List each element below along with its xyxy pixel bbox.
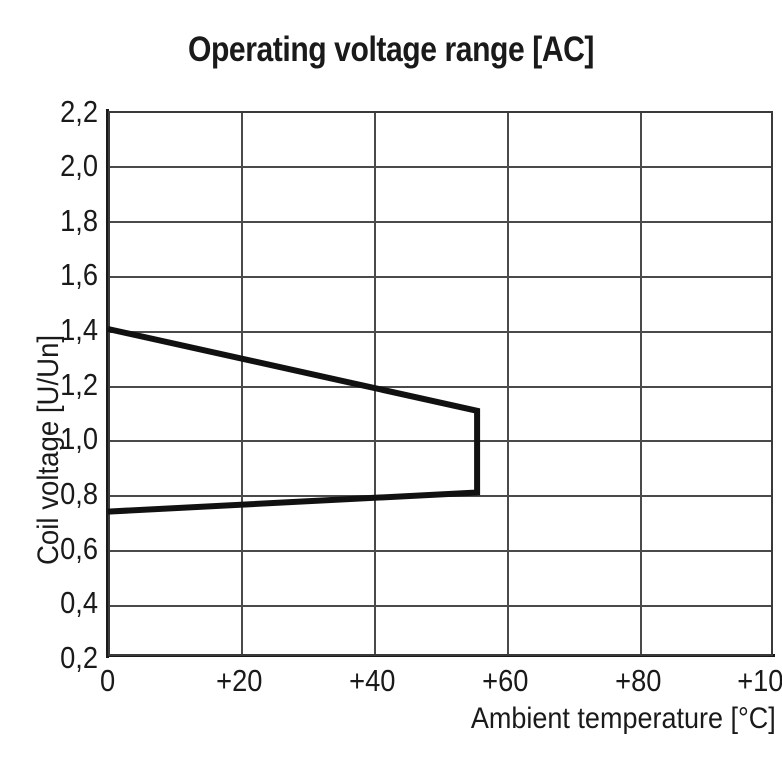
y-tick-label: 2,2 bbox=[60, 94, 98, 129]
y-tick-label: 0,2 bbox=[60, 640, 98, 675]
gridline-vertical bbox=[374, 113, 376, 654]
y-tick-label: 0,8 bbox=[60, 476, 98, 511]
gridline-vertical bbox=[507, 113, 509, 654]
x-tick-label: +20 bbox=[216, 663, 263, 698]
y-tick-label: 0,4 bbox=[60, 585, 98, 620]
gridline-horizontal bbox=[110, 495, 771, 497]
x-tick-label: 0 bbox=[100, 663, 116, 698]
gridline-horizontal bbox=[110, 331, 771, 333]
x-tick-label: +80 bbox=[615, 663, 662, 698]
y-tick-label: 1,2 bbox=[60, 367, 98, 402]
gridline-horizontal bbox=[110, 605, 771, 607]
gridline-horizontal bbox=[110, 550, 771, 552]
x-tick-label: +40 bbox=[349, 663, 396, 698]
chart-title: Operating voltage range [AC] bbox=[187, 30, 595, 69]
y-tick-label: 2,0 bbox=[60, 148, 98, 183]
y-tick-label: 1,4 bbox=[60, 312, 98, 347]
x-tick-label: +60 bbox=[482, 663, 529, 698]
gridline-horizontal bbox=[110, 166, 771, 168]
x-tick-label: +100 bbox=[737, 663, 782, 698]
gridline-horizontal bbox=[110, 276, 771, 278]
y-axis-tick-labels: 2,2 2,0 1,8 1,6 1,4 1,2 1,0 0,8 0,6 0,4 … bbox=[0, 0, 98, 782]
gridline-vertical bbox=[640, 113, 642, 654]
y-tick-label: 1,6 bbox=[60, 257, 98, 292]
y-tick-label: 1,8 bbox=[60, 203, 98, 238]
y-tick-label: 1,0 bbox=[60, 421, 98, 456]
gridline-horizontal bbox=[110, 440, 771, 442]
gridline-horizontal bbox=[110, 386, 771, 388]
x-axis-label: Ambient temperature [°C] bbox=[471, 702, 776, 735]
gridline-horizontal bbox=[110, 221, 771, 223]
plot-area bbox=[108, 111, 773, 656]
y-tick-label: 0,6 bbox=[60, 531, 98, 566]
gridline-vertical bbox=[241, 113, 243, 654]
